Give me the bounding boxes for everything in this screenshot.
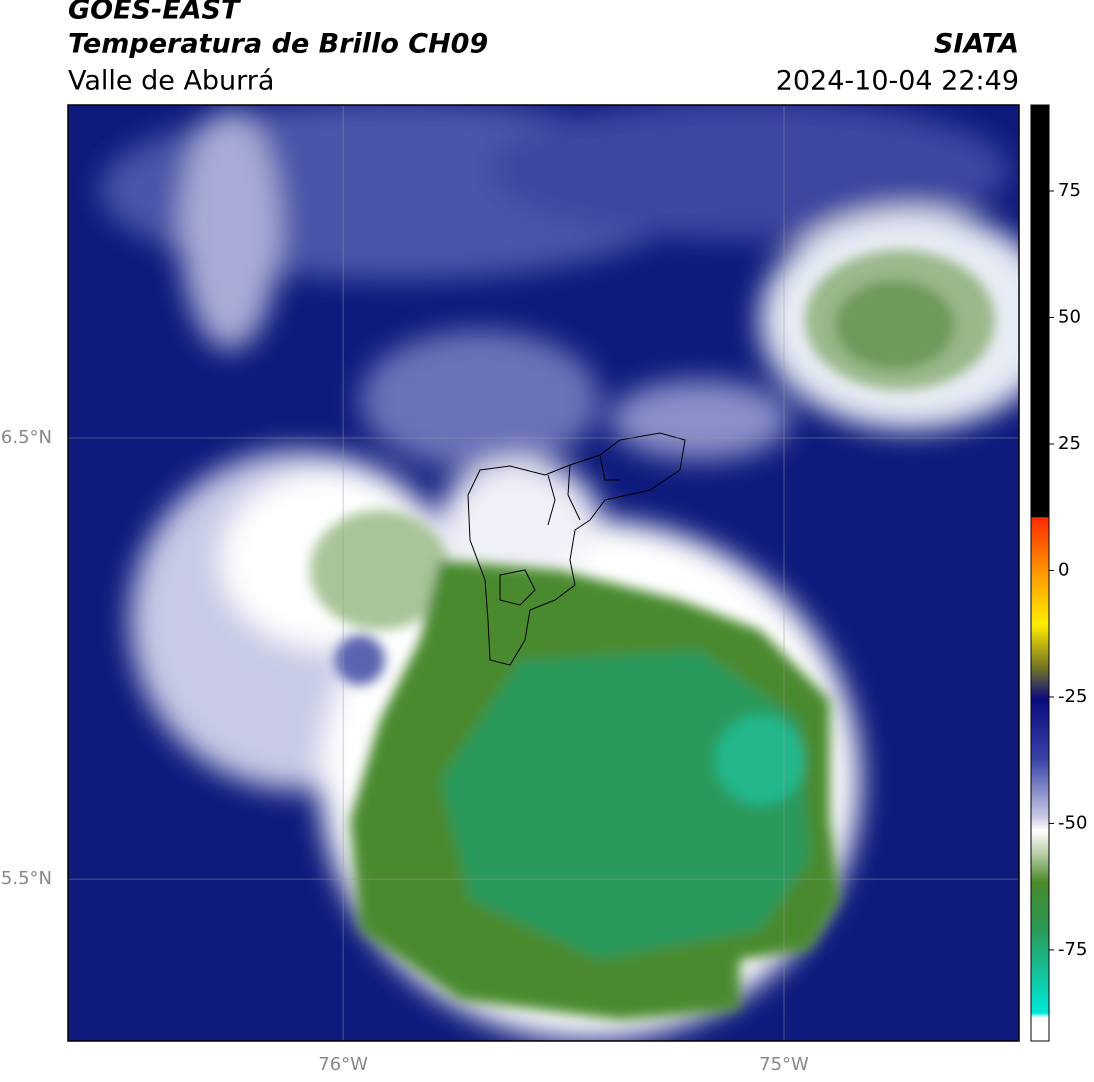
colorbar-tick-label: 50 <box>1058 306 1081 327</box>
lat-label: 5.5°N <box>1 868 52 889</box>
source: SIATA <box>934 29 1019 60</box>
region: Valle de Aburrá <box>68 66 274 97</box>
colorbar-tick-label: -50 <box>1058 812 1087 833</box>
lon-label: 76°W <box>318 1054 368 1075</box>
colorbar-tick-label: 25 <box>1058 433 1081 454</box>
lon-label: 75°W <box>759 1054 809 1075</box>
title: GOES-EAST <box>68 0 242 26</box>
colorbar <box>1030 104 1050 1042</box>
map-frame <box>67 104 1020 1042</box>
colorbar-tick-label: -25 <box>1058 686 1087 707</box>
colorbar-tick-label: 0 <box>1058 559 1069 580</box>
satellite-image <box>68 105 1019 1041</box>
subtitle: Temperatura de Brillo CH09 <box>68 29 488 60</box>
colorbar-tick-label: 75 <box>1058 180 1081 201</box>
datetime: 2024-10-04 22:49 <box>776 66 1019 97</box>
lat-label: 6.5°N <box>1 427 52 448</box>
colorbar-tick-label: -75 <box>1058 939 1087 960</box>
valley-boundary <box>467 432 686 666</box>
